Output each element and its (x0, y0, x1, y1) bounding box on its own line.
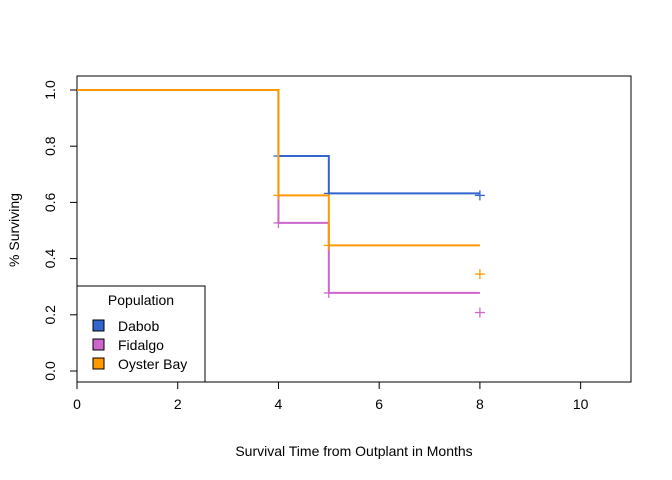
x-tick-label: 10 (573, 396, 589, 412)
y-tick-label: 0.0 (42, 361, 58, 381)
legend-label: Fidalgo (118, 337, 164, 353)
x-tick-label: 0 (73, 396, 81, 412)
y-tick-label: 1.0 (42, 80, 58, 100)
legend-label: Oyster Bay (118, 356, 187, 372)
legend-label: Dabob (118, 318, 159, 334)
censor-mark (323, 287, 334, 298)
series-line-oyster-bay (77, 89, 480, 247)
legend-title: Population (108, 292, 174, 308)
y-tick-label: 0.6 (42, 192, 58, 212)
y-tick-label: 0.2 (42, 305, 58, 325)
plot-area (77, 89, 485, 318)
legend-swatch (92, 357, 105, 370)
y-tick-label: 0.8 (42, 136, 58, 156)
x-axis-label: Survival Time from Outplant in Months (235, 443, 472, 459)
legend-swatch (92, 319, 105, 332)
x-tick-label: 4 (275, 396, 283, 412)
censor-mark (273, 217, 284, 228)
x-tick-label: 2 (174, 396, 182, 412)
legend: Population Dabob Fidalgo Oyster Bay (76, 285, 206, 383)
censor-mark (474, 190, 485, 201)
y-tick-label: 0.4 (42, 249, 58, 269)
x-tick-label: 8 (476, 396, 484, 412)
censor-mark (474, 269, 485, 280)
x-tick-label: 6 (375, 396, 383, 412)
legend-swatch (92, 338, 105, 351)
censor-mark (273, 190, 284, 201)
censor-mark (474, 307, 485, 318)
y-axis-label: % Surviving (6, 193, 22, 267)
axes: 0 2 4 6 8 10 0.0 0.2 0.4 0.6 0.8 1.0 (42, 75, 632, 412)
censor-mark (323, 240, 334, 251)
